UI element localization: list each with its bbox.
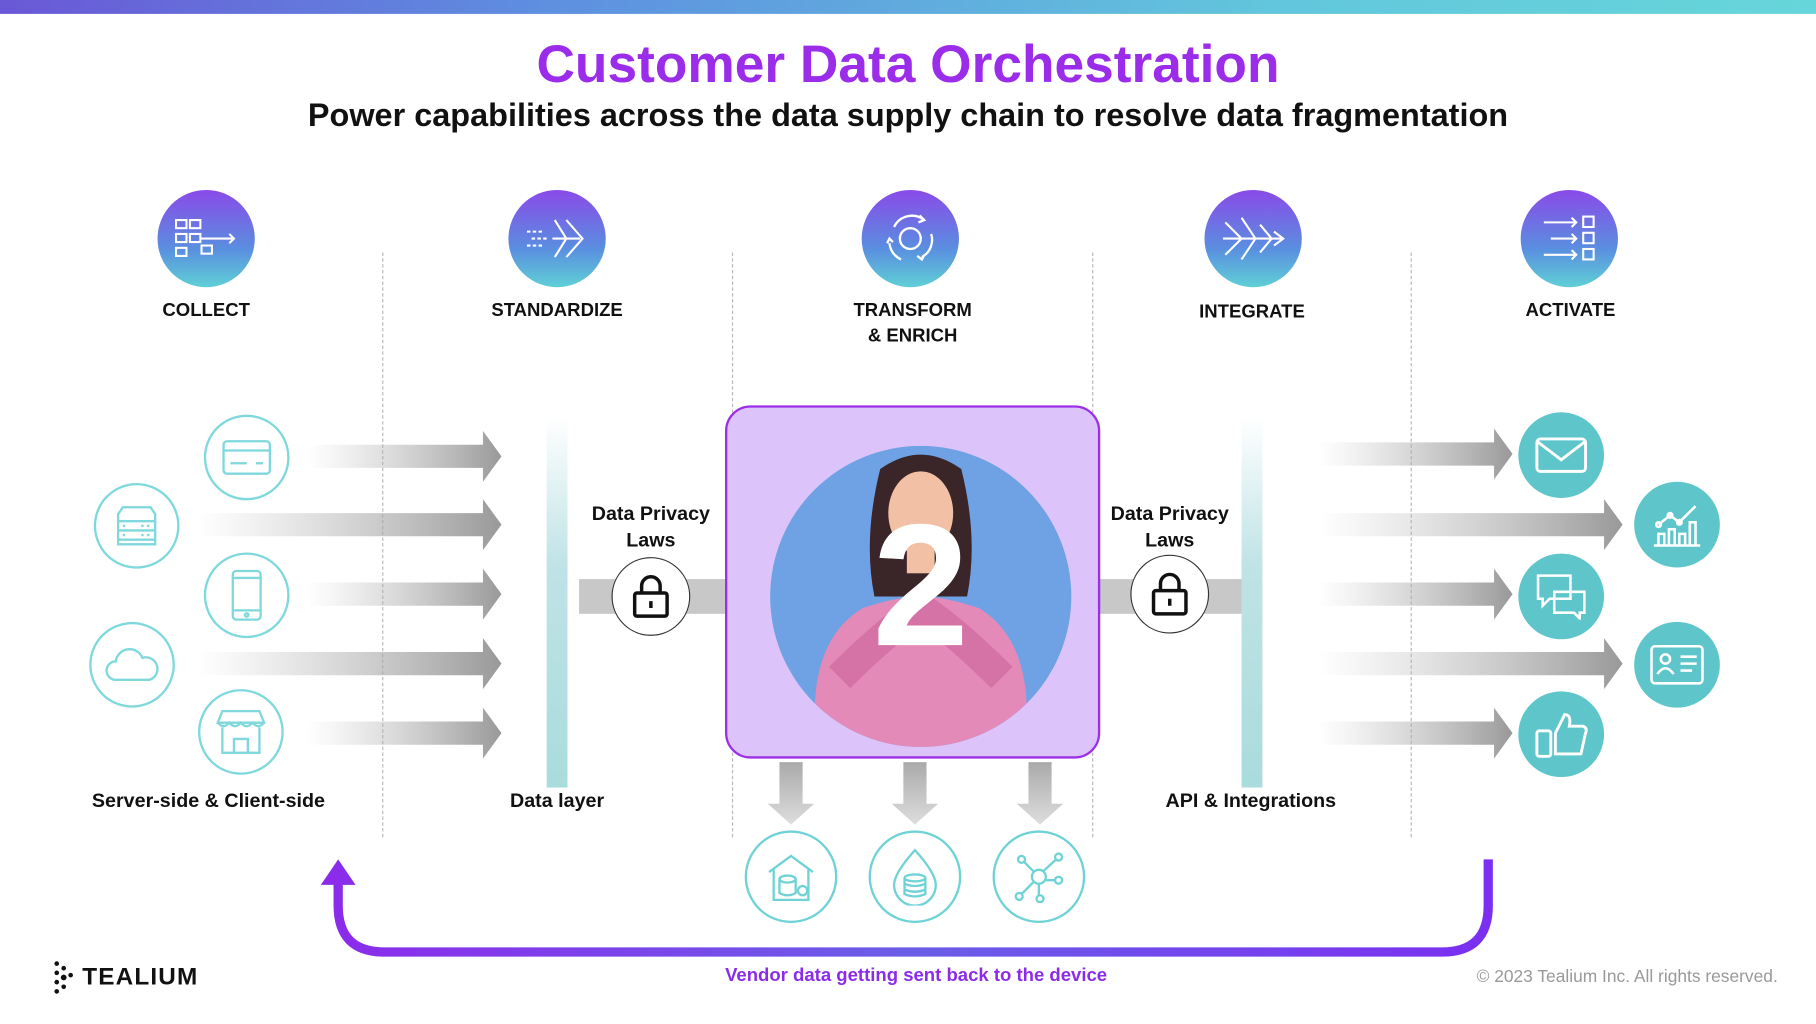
privacy-label-line: Laws [626, 529, 676, 552]
email-icon [1518, 412, 1605, 499]
copyright: © 2023 Tealium Inc. All rights reserved. [1476, 967, 1778, 987]
credit-card-icon [203, 414, 290, 501]
destination-arrows [1317, 428, 1623, 759]
analytics-chart-icon [1634, 481, 1720, 568]
thumbs-up-icon [1518, 691, 1605, 778]
source-arrows [196, 430, 502, 759]
privacy-label-line: Laws [1145, 529, 1195, 552]
sources-label: Server-side & Client-side [91, 789, 326, 812]
data-warehouse-icon [744, 830, 838, 924]
stage-label-line: TRANSFORM [853, 301, 972, 321]
stage-label-transform: TRANSFORM & ENRICH [797, 299, 1029, 350]
server-icon [93, 482, 180, 569]
distribute-icon [1520, 189, 1618, 288]
logo-mark-icon [54, 961, 73, 994]
data-lake-icon [868, 830, 962, 924]
lock-icon [611, 557, 691, 636]
network-icon [992, 830, 1086, 924]
step-number: 2 [872, 487, 970, 683]
stage-label-integrate: INTEGRATE [1199, 302, 1305, 322]
return-arrowhead [320, 859, 356, 885]
page-title: Customer Data Orchestration [536, 33, 1280, 94]
top-gradient-bar [0, 0, 1816, 14]
store-icon [198, 689, 284, 775]
lock-icon [1130, 554, 1210, 634]
stage-label-standardize: STANDARDIZE [491, 301, 623, 321]
feedback-label: Vendor data getting sent back to the dev… [725, 965, 1108, 986]
integrations-label: API & Integrations [1165, 789, 1337, 812]
data-layer-label: Data layer [510, 789, 605, 812]
customer-photo [770, 445, 1072, 748]
privacy-label-right: Data Privacy Laws [1077, 500, 1262, 553]
logo-text: TEALIUM [82, 963, 199, 991]
divider [382, 252, 384, 838]
cloud-icon [89, 621, 175, 708]
mobile-phone-icon [203, 552, 290, 639]
stage-label-collect: COLLECT [162, 301, 250, 321]
divider [1410, 252, 1412, 838]
converge-arrow-icon [508, 189, 606, 288]
page-subtitle: Power capabilities across the data suppl… [307, 97, 1509, 134]
privacy-label-left: Data Privacy Laws [558, 500, 743, 553]
tealium-logo: TEALIUM [52, 959, 198, 996]
stage-label-line: & ENRICH [867, 326, 958, 347]
return-arrow [333, 859, 1493, 957]
privacy-label-line: Data Privacy [591, 502, 710, 525]
cycle-icon [861, 189, 959, 288]
chat-icon [1518, 553, 1605, 640]
flow-chart-icon [157, 189, 255, 288]
data-layer-bar [546, 416, 568, 788]
api-bar [1241, 416, 1263, 788]
privacy-label-line: Data Privacy [1110, 502, 1229, 525]
stage-label-activate: ACTIVATE [1525, 301, 1616, 321]
merge-arrows-icon [1204, 189, 1302, 288]
storage-arrows [767, 762, 1064, 825]
id-card-icon [1634, 621, 1720, 708]
